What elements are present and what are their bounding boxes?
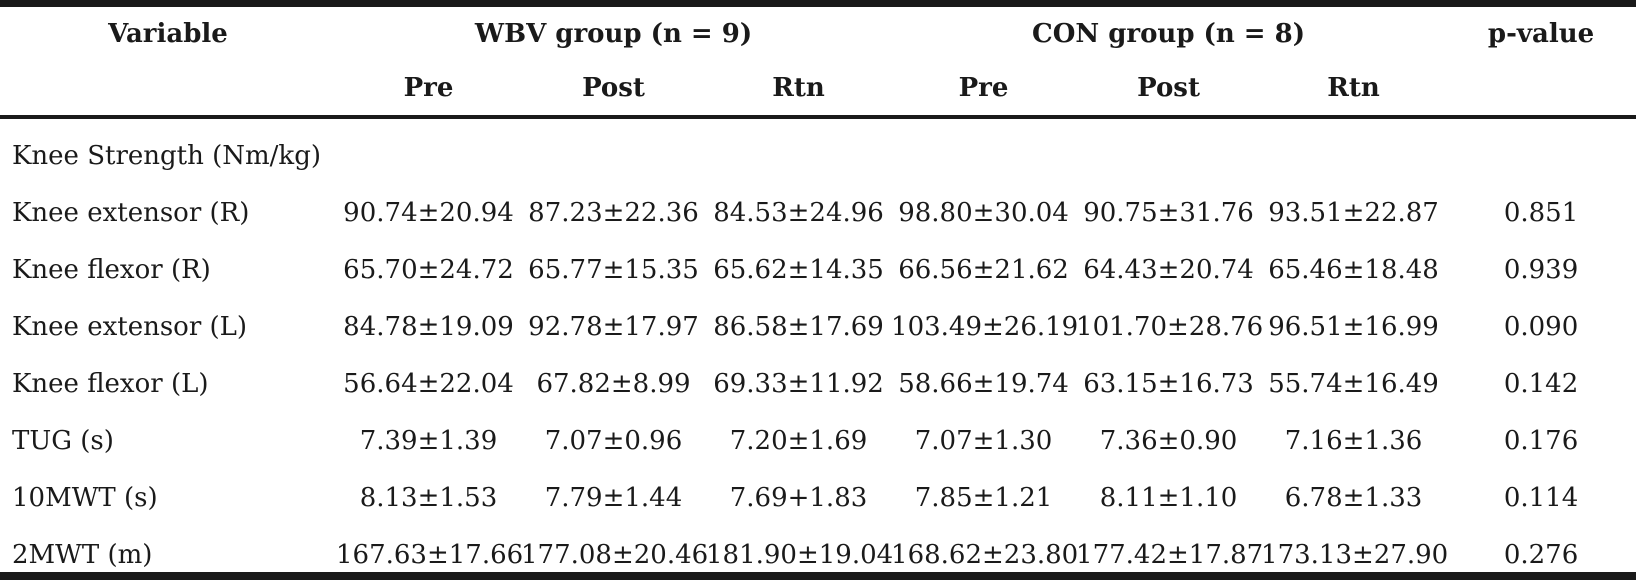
table-row: 10MWT (s) 8.13±1.53 7.79±1.44 7.69+1.83 7.85… bbox=[0, 469, 1636, 526]
cell-value: 56.64±22.04 bbox=[343, 368, 514, 399]
cell-value: 98.80±30.04 bbox=[898, 197, 1069, 228]
header-wbv-rtn: Rtn bbox=[772, 73, 825, 103]
cell-p-value: 0.142 bbox=[1503, 368, 1579, 399]
row-label: 10MWT (s) bbox=[12, 482, 158, 513]
cell-value: 7.16±1.36 bbox=[1284, 425, 1423, 456]
cell-p-value: 0.276 bbox=[1503, 539, 1579, 570]
cell-value: 66.56±21.62 bbox=[898, 254, 1069, 285]
cell-value: 167.63±17.66 bbox=[336, 539, 524, 570]
cell-value: 7.20±1.69 bbox=[729, 425, 868, 456]
cell-value: 7.36±0.90 bbox=[1099, 425, 1238, 456]
cell-value: 84.53±24.96 bbox=[713, 197, 884, 228]
table-row: 2MWT (m) 167.63±17.66 177.08±20.46 181.90±1… bbox=[0, 526, 1636, 583]
row-label: 2MWT (m) bbox=[12, 539, 153, 570]
cell-value: 65.46±18.48 bbox=[1268, 254, 1439, 285]
row-label: Knee extensor (R) bbox=[12, 197, 250, 228]
cell-value: 84.78±19.09 bbox=[343, 311, 514, 342]
bottom-rule bbox=[0, 572, 1636, 580]
table-row: Knee extensor (L) 84.78±19.09 92.78±17.97 8… bbox=[0, 298, 1636, 355]
cell-value: 65.62±14.35 bbox=[713, 254, 884, 285]
header-con-pre: Pre bbox=[958, 73, 1009, 103]
cell-value: 92.78±17.97 bbox=[528, 311, 699, 342]
header-wbv-post: Post bbox=[582, 73, 645, 103]
cell-value: 7.39±1.39 bbox=[359, 425, 498, 456]
header-con-rtn: Rtn bbox=[1327, 73, 1380, 103]
cell-value: 103.49±26.19 bbox=[891, 311, 1079, 342]
cell-p-value: 0.939 bbox=[1503, 254, 1579, 285]
top-rule bbox=[0, 0, 1636, 7]
table-row: Knee flexor (L) 56.64±22.04 67.82±8.99 69.3… bbox=[0, 355, 1636, 412]
cell-value: 6.78±1.33 bbox=[1284, 482, 1423, 513]
row-label: TUG (s) bbox=[12, 425, 114, 456]
cell-p-value: 0.114 bbox=[1503, 482, 1579, 513]
cell-value: 177.08±20.46 bbox=[521, 539, 709, 570]
section-label: Knee Strength (Nm/kg) bbox=[12, 140, 321, 171]
row-label: Knee flexor (R) bbox=[12, 254, 211, 285]
row-label: Knee flexor (L) bbox=[12, 368, 209, 399]
header-con-group: CON group (n = 8) bbox=[1032, 19, 1306, 49]
cell-value: 93.51±22.87 bbox=[1268, 197, 1439, 228]
cell-value: 8.13±1.53 bbox=[359, 482, 498, 513]
results-table: Variable WBV group (n = 9) CON group (n … bbox=[0, 7, 1636, 583]
cell-value: 90.74±20.94 bbox=[343, 197, 514, 228]
cell-value: 7.07±0.96 bbox=[544, 425, 683, 456]
cell-value: 86.58±17.69 bbox=[713, 311, 884, 342]
cell-value: 168.62±23.80 bbox=[891, 539, 1079, 570]
cell-value: 96.51±16.99 bbox=[1268, 311, 1439, 342]
table-row: TUG (s) 7.39±1.39 7.07±0.96 7.20±1.69 7.07±1… bbox=[0, 412, 1636, 469]
header-p-value: p-value bbox=[1487, 19, 1595, 49]
header-rule bbox=[0, 115, 1636, 119]
cell-value: 65.70±24.72 bbox=[343, 254, 514, 285]
cell-value: 64.43±20.74 bbox=[1083, 254, 1254, 285]
cell-p-value: 0.176 bbox=[1503, 425, 1579, 456]
cell-p-value: 0.090 bbox=[1503, 311, 1579, 342]
row-label: Knee extensor (L) bbox=[12, 311, 248, 342]
cell-value: 7.69+1.83 bbox=[729, 482, 868, 513]
cell-value: 55.74±16.49 bbox=[1268, 368, 1439, 399]
cell-value: 69.33±11.92 bbox=[713, 368, 884, 399]
header-variable: Variable bbox=[108, 19, 228, 49]
cell-value: 90.75±31.76 bbox=[1083, 197, 1254, 228]
header-row-groups: Variable WBV group (n = 9) CON group (n … bbox=[0, 7, 1636, 61]
cell-value: 173.13±27.90 bbox=[1261, 539, 1449, 570]
cell-value: 63.15±16.73 bbox=[1083, 368, 1254, 399]
cell-value: 177.42±17.87 bbox=[1076, 539, 1264, 570]
header-row-timepoints: Pre Post Rtn Pre Post Rtn bbox=[0, 61, 1636, 119]
header-wbv-pre: Pre bbox=[403, 73, 454, 103]
cell-value: 65.77±15.35 bbox=[528, 254, 699, 285]
header-con-post: Post bbox=[1137, 73, 1200, 103]
table-row: Knee flexor (R) 65.70±24.72 65.77±15.35 65.… bbox=[0, 241, 1636, 298]
cell-value: 7.07±1.30 bbox=[914, 425, 1053, 456]
header-blank-p bbox=[1446, 61, 1636, 119]
cell-value: 181.90±19.04 bbox=[706, 539, 894, 570]
table-row: Knee extensor (R) 90.74±20.94 87.23±22.36 8… bbox=[0, 184, 1636, 241]
cell-value: 101.70±28.76 bbox=[1076, 311, 1264, 342]
section-row: Knee Strength (Nm/kg) bbox=[0, 119, 1636, 184]
cell-value: 8.11±1.10 bbox=[1099, 482, 1238, 513]
header-wbv-group: WBV group (n = 9) bbox=[474, 19, 753, 49]
cell-value: 7.85±1.21 bbox=[914, 482, 1053, 513]
cell-value: 7.79±1.44 bbox=[544, 482, 683, 513]
cell-value: 58.66±19.74 bbox=[898, 368, 1069, 399]
header-blank bbox=[0, 61, 336, 119]
cell-p-value: 0.851 bbox=[1503, 197, 1579, 228]
cell-value: 87.23±22.36 bbox=[528, 197, 699, 228]
cell-value: 67.82±8.99 bbox=[536, 368, 691, 399]
